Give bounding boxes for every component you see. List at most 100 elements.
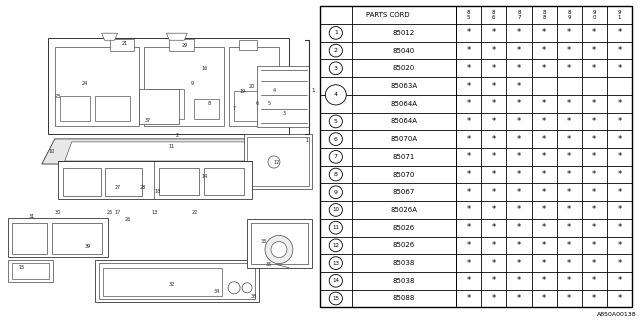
Bar <box>99 263 255 299</box>
Text: 9: 9 <box>334 190 338 195</box>
Bar <box>239 40 257 50</box>
Bar <box>8 218 108 257</box>
Text: *: * <box>567 99 572 108</box>
Text: *: * <box>592 241 596 250</box>
Text: 2: 2 <box>334 48 338 53</box>
Text: *: * <box>492 276 496 285</box>
Bar <box>234 91 274 121</box>
Text: 8: 8 <box>542 15 546 20</box>
Text: *: * <box>542 223 546 232</box>
Bar <box>149 89 184 119</box>
Text: 8: 8 <box>334 172 338 177</box>
Text: 21: 21 <box>122 41 127 46</box>
Text: 28: 28 <box>140 185 145 190</box>
Text: *: * <box>618 259 621 268</box>
Bar <box>48 38 289 134</box>
Text: *: * <box>567 294 572 303</box>
Circle shape <box>329 44 342 57</box>
Text: *: * <box>542 46 546 55</box>
Text: *: * <box>592 135 596 144</box>
Text: *: * <box>567 170 572 179</box>
Text: *: * <box>618 241 621 250</box>
Text: *: * <box>467 135 471 144</box>
Bar <box>55 47 140 126</box>
Text: 4: 4 <box>334 92 338 97</box>
Bar <box>8 260 53 282</box>
Text: *: * <box>592 205 596 214</box>
Text: 85071: 85071 <box>393 154 415 160</box>
Bar <box>12 263 49 279</box>
Text: *: * <box>492 170 496 179</box>
Polygon shape <box>102 33 118 40</box>
Text: *: * <box>492 46 496 55</box>
Text: 8: 8 <box>492 10 495 15</box>
Text: *: * <box>567 152 572 161</box>
Text: 85026: 85026 <box>393 225 415 231</box>
Text: *: * <box>517 205 521 214</box>
Text: 85026: 85026 <box>393 242 415 248</box>
Text: *: * <box>517 241 521 250</box>
Text: *: * <box>517 188 521 197</box>
Text: 1: 1 <box>305 138 308 143</box>
Circle shape <box>329 204 342 216</box>
Text: 8: 8 <box>207 101 211 106</box>
Text: *: * <box>592 223 596 232</box>
Text: *: * <box>618 135 621 144</box>
Text: *: * <box>618 117 621 126</box>
Circle shape <box>329 115 342 128</box>
Text: *: * <box>592 28 596 37</box>
Circle shape <box>265 236 293 264</box>
Text: 15: 15 <box>332 296 339 301</box>
Text: 8: 8 <box>467 10 470 15</box>
Bar <box>60 96 90 121</box>
Text: *: * <box>567 276 572 285</box>
Text: *: * <box>567 241 572 250</box>
Text: 7: 7 <box>232 106 236 111</box>
Text: 39: 39 <box>84 244 91 249</box>
Text: *: * <box>492 135 496 144</box>
Text: *: * <box>567 205 572 214</box>
Text: PARTS CORD: PARTS CORD <box>366 12 410 18</box>
Text: 17: 17 <box>115 210 121 215</box>
Text: *: * <box>567 117 572 126</box>
Text: 85020: 85020 <box>393 65 415 71</box>
Text: A850A00138: A850A00138 <box>597 312 637 317</box>
Text: *: * <box>567 188 572 197</box>
Text: *: * <box>542 205 546 214</box>
Text: *: * <box>467 82 471 91</box>
Text: *: * <box>542 28 546 37</box>
Circle shape <box>228 282 240 294</box>
Text: 8: 8 <box>542 10 546 15</box>
Text: *: * <box>517 135 521 144</box>
Circle shape <box>329 292 342 305</box>
Text: 38: 38 <box>251 294 257 299</box>
Text: 29: 29 <box>181 43 188 48</box>
Text: 11: 11 <box>332 225 339 230</box>
Text: 37: 37 <box>144 118 150 123</box>
Text: *: * <box>592 117 596 126</box>
Text: *: * <box>542 259 546 268</box>
Text: *: * <box>567 28 572 37</box>
Text: *: * <box>618 28 621 37</box>
Text: 13: 13 <box>151 210 157 215</box>
Text: *: * <box>492 294 496 303</box>
Polygon shape <box>42 139 277 164</box>
Text: 13: 13 <box>332 260 339 266</box>
Text: *: * <box>592 152 596 161</box>
Bar <box>244 134 312 189</box>
Text: 8: 8 <box>568 10 571 15</box>
Text: 4: 4 <box>273 88 276 93</box>
Text: *: * <box>618 64 621 73</box>
Text: *: * <box>618 99 621 108</box>
Text: 11: 11 <box>168 144 175 149</box>
Text: *: * <box>542 170 546 179</box>
Text: 27: 27 <box>115 185 121 190</box>
Text: *: * <box>517 46 521 55</box>
Text: 5: 5 <box>467 15 470 20</box>
Text: *: * <box>517 82 521 91</box>
Text: *: * <box>467 64 471 73</box>
Text: *: * <box>618 46 621 55</box>
Text: 25: 25 <box>106 210 113 215</box>
Text: 31: 31 <box>29 214 35 219</box>
Text: 3: 3 <box>282 111 285 116</box>
